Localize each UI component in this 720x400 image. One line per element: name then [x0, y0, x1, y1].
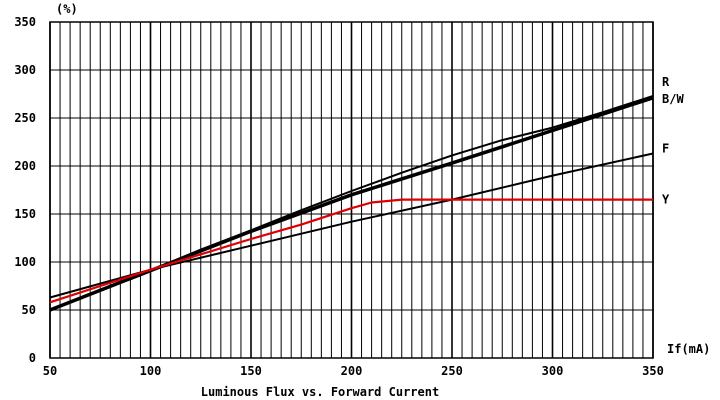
series-label: Y	[662, 193, 670, 207]
x-tick-label: 250	[441, 364, 463, 378]
series-label: F	[662, 142, 669, 156]
chart-title: Luminous Flux vs. Forward Current	[201, 385, 439, 399]
axes	[49, 21, 654, 359]
y-axis-label: (%)	[56, 2, 78, 16]
x-tick-label: 150	[240, 364, 262, 378]
x-axis-label: If(mA)	[667, 342, 710, 356]
y-tick-label: 50	[22, 303, 36, 317]
series-line-y	[49, 198, 653, 304]
x-tick-label: 100	[140, 364, 162, 378]
y-tick-label: 0	[29, 351, 36, 365]
y-tick-label: 350	[14, 15, 36, 29]
x-tick-label: 350	[642, 364, 664, 378]
x-tick-label: 300	[542, 364, 564, 378]
series-lines: R B/W F Y	[49, 75, 684, 312]
x-tick-label: 200	[341, 364, 363, 378]
series-label: B/W	[662, 92, 684, 106]
y-tick-label: 250	[14, 111, 36, 125]
x-tick-label: 50	[43, 364, 57, 378]
y-tick-label: 100	[14, 255, 36, 269]
y-tick-label: 150	[14, 207, 36, 221]
plot-frame	[49, 21, 654, 359]
y-tick-label: 300	[14, 63, 36, 77]
series-label: R	[662, 75, 670, 89]
y-tick-label: 200	[14, 159, 36, 173]
tick-labels: 50 100 150 200 250 300 350 0 50 100 150 200 250 300 35…	[14, 15, 664, 378]
